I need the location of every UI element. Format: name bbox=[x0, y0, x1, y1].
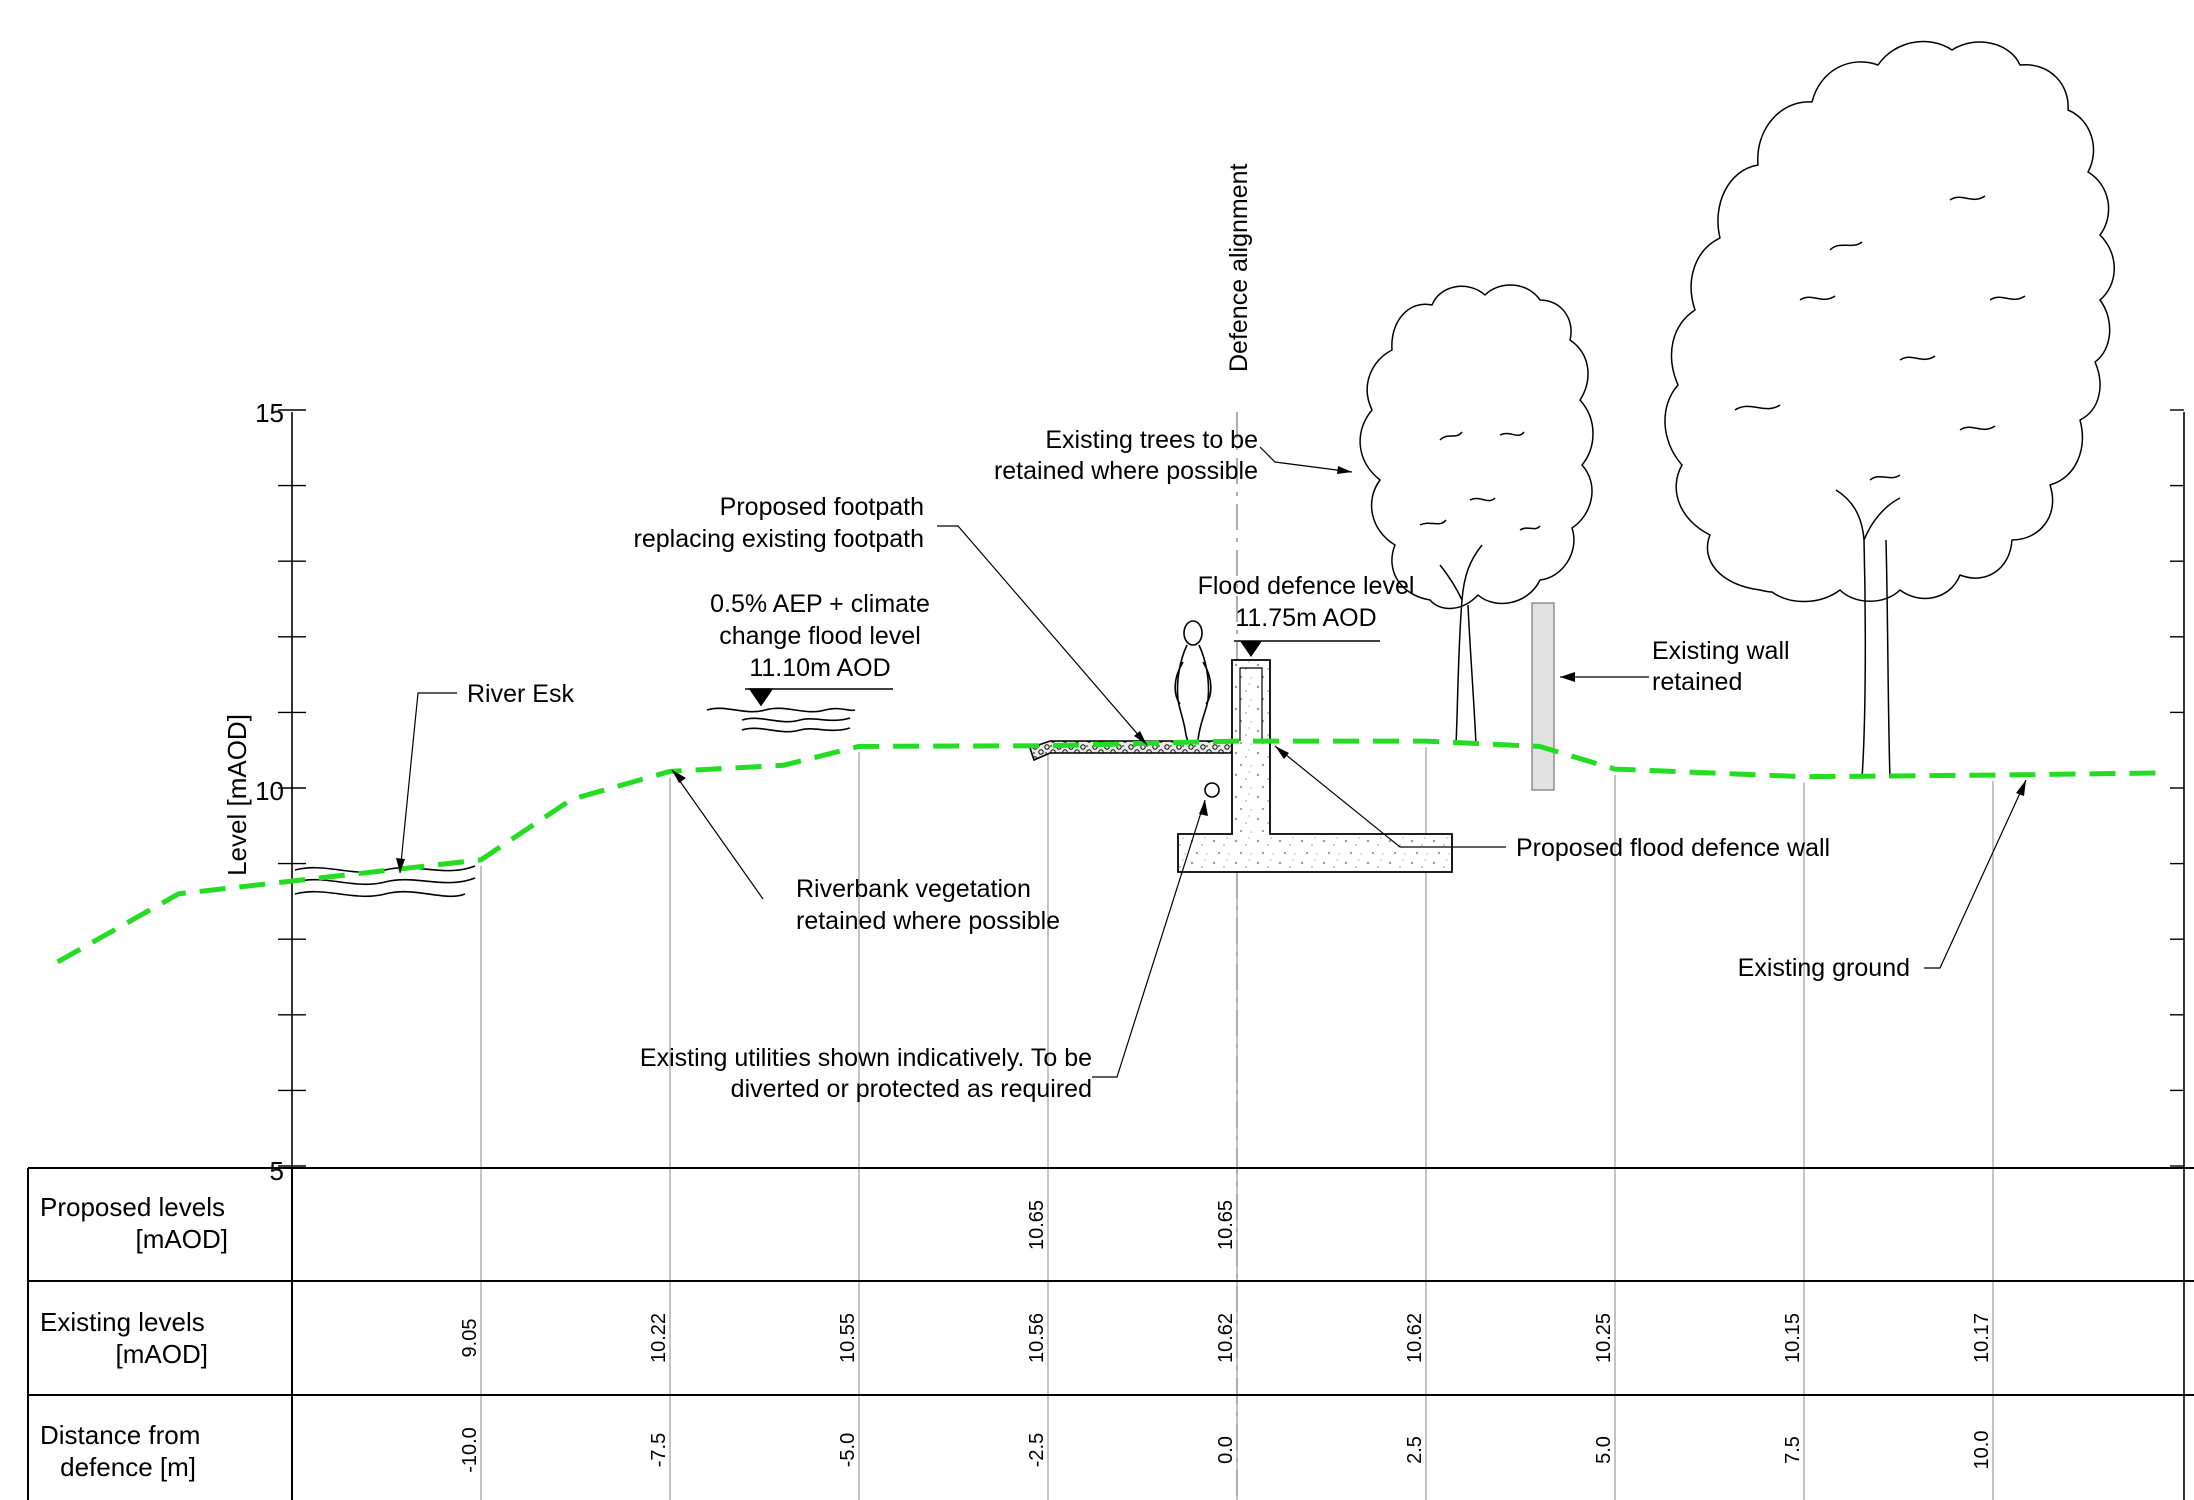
existing-wall bbox=[1531, 602, 1555, 791]
table-cell-value: -7.5 bbox=[648, 1433, 670, 1467]
table-cell-value: -2.5 bbox=[1026, 1433, 1048, 1467]
existing-levels-label-1: Existing levels bbox=[40, 1307, 205, 1337]
proposed-levels-label-2: [mAOD] bbox=[136, 1224, 228, 1254]
defence-level-label-1: Flood defence level bbox=[1198, 572, 1415, 600]
trees-label-1: Existing trees to be bbox=[1045, 426, 1258, 454]
table-cell-value: 10.62 bbox=[1215, 1313, 1237, 1363]
table-cell-value: 10.0 bbox=[1971, 1431, 1993, 1470]
table-cell-value: 10.65 bbox=[1215, 1200, 1237, 1250]
table-cell-value: 10.55 bbox=[837, 1313, 859, 1363]
table-cell-value: 9.05 bbox=[459, 1319, 481, 1358]
defence-alignment-label: Defence alignment bbox=[1225, 163, 1253, 372]
footpath-label-2: replacing existing footpath bbox=[634, 525, 924, 553]
person-figure bbox=[1174, 620, 1212, 743]
flood-level-marker bbox=[706, 688, 893, 733]
leader-arrowheads bbox=[396, 466, 2026, 873]
existing-wall-label-1: Existing wall bbox=[1652, 637, 1790, 665]
table-cell-value: -5.0 bbox=[837, 1433, 859, 1467]
table-cell-value: 10.56 bbox=[1026, 1313, 1048, 1363]
table-cell-value: 0.0 bbox=[1215, 1436, 1237, 1464]
level-axis-title: Level [mAOD] bbox=[222, 714, 252, 876]
river-esk-label: River Esk bbox=[467, 680, 574, 708]
level-axis-tick-5: 5 bbox=[270, 1156, 284, 1186]
tree-large bbox=[1664, 40, 2115, 779]
levels-table: Proposed levels [mAOD] Existing levels [… bbox=[27, 1167, 2194, 1500]
distance-label-1: Distance from bbox=[40, 1420, 200, 1450]
defence-alignment: Defence alignment bbox=[1225, 163, 1253, 1500]
proposed-flood-defence-wall bbox=[1177, 640, 1453, 873]
leader-lines bbox=[399, 446, 2027, 1078]
table-cell-value: 10.22 bbox=[648, 1313, 670, 1363]
flood-level-label-1: 0.5% AEP + climate bbox=[710, 590, 930, 618]
tree-small bbox=[1359, 284, 1594, 746]
table-cell-value: 7.5 bbox=[1782, 1436, 1804, 1464]
defence-wall-label: Proposed flood defence wall bbox=[1516, 834, 1830, 862]
flood-level-label-2: change flood level bbox=[719, 622, 921, 650]
distance-label-2: defence [m] bbox=[60, 1452, 196, 1482]
existing-ground-label: Existing ground bbox=[1738, 954, 1910, 982]
trees-label-2: retained where possible bbox=[994, 457, 1258, 485]
level-axis: 15 10 5 Level [mAOD] bbox=[222, 398, 2185, 1500]
table-cell-value: -10.0 bbox=[459, 1427, 481, 1473]
river-water bbox=[294, 865, 476, 898]
utilities-label-2: diverted or protected as required bbox=[731, 1075, 1092, 1103]
annotations: River Esk 0.5% AEP + climate change floo… bbox=[467, 426, 1910, 1103]
table-cell-value: 10.65 bbox=[1026, 1200, 1048, 1250]
level-axis-tick-15: 15 bbox=[255, 398, 284, 428]
table-cell-value: 10.62 bbox=[1404, 1313, 1426, 1363]
vegetation-label-1: Riverbank vegetation bbox=[796, 875, 1031, 903]
table-cell-value: 10.15 bbox=[1782, 1313, 1804, 1363]
table-cell-value: 5.0 bbox=[1593, 1436, 1615, 1464]
existing-ground-line bbox=[56, 738, 2167, 965]
table-cell-value: 2.5 bbox=[1404, 1436, 1426, 1464]
level-axis-tick-10: 10 bbox=[255, 776, 284, 806]
defence-level-label-2: 11.75m AOD bbox=[1235, 604, 1376, 632]
existing-levels-label-2: [mAOD] bbox=[116, 1339, 208, 1369]
utilities-label-1: Existing utilities shown indicatively. T… bbox=[640, 1044, 1092, 1072]
vegetation-label-2: retained where possible bbox=[796, 907, 1060, 935]
existing-wall-label-2: retained bbox=[1652, 668, 1742, 696]
flood-level-label-3: 11.10m AOD bbox=[749, 654, 890, 682]
footpath-label-1: Proposed footpath bbox=[720, 493, 924, 521]
table-cell-value: 10.17 bbox=[1971, 1313, 1993, 1363]
table-cell-value: 10.25 bbox=[1593, 1313, 1615, 1363]
proposed-levels-label-1: Proposed levels bbox=[40, 1192, 225, 1222]
utility-pipe bbox=[1204, 782, 1220, 798]
